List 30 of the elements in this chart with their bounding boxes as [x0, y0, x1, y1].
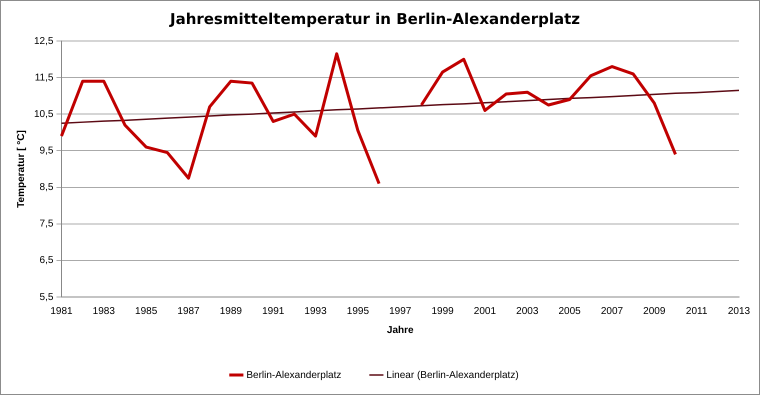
y-tick-label: 6,5: [40, 255, 54, 266]
x-tick-label: 1989: [220, 306, 242, 317]
x-tick-label: 2013: [728, 306, 751, 317]
y-axis-title: Temperatur [ °C]: [16, 130, 27, 208]
y-tick-label: 5,5: [40, 292, 54, 303]
x-tick-label: 1987: [177, 306, 200, 317]
x-tick-label: 1991: [262, 306, 285, 317]
x-tick-label: 1983: [92, 306, 116, 317]
x-tick-label: 2009: [643, 306, 666, 317]
chart-title: Jahresmitteltemperatur in Berlin-Alexanderplatz: [168, 10, 580, 28]
x-tick-label: 1997: [389, 306, 412, 317]
x-tick-label: 2011: [686, 306, 708, 317]
legend-label: Linear (Berlin-Alexanderplatz): [386, 370, 519, 381]
x-tick-label: 1981: [50, 306, 74, 317]
y-tick-label: 9,5: [40, 145, 54, 156]
legend-label: Berlin-Alexanderplatz: [246, 370, 342, 381]
y-tick-label: 10,5: [34, 108, 54, 120]
y-tick-label: 11,5: [34, 72, 54, 84]
x-tick-label: 1995: [346, 306, 370, 317]
x-tick-label: 1999: [431, 306, 454, 317]
y-tick-label: 8,5: [40, 182, 54, 194]
y-tick-label: 12,5: [34, 36, 54, 47]
x-tick-label: 2003: [516, 306, 539, 317]
y-tick-label: 7,5: [40, 218, 54, 230]
x-tick-label: 2001: [474, 306, 496, 317]
x-tick-label: 1993: [304, 306, 328, 317]
x-tick-label: 2005: [558, 306, 582, 317]
x-tick-label: 1985: [135, 306, 158, 317]
x-axis-title: Jahre: [386, 324, 414, 336]
x-tick-label: 2007: [600, 306, 624, 317]
